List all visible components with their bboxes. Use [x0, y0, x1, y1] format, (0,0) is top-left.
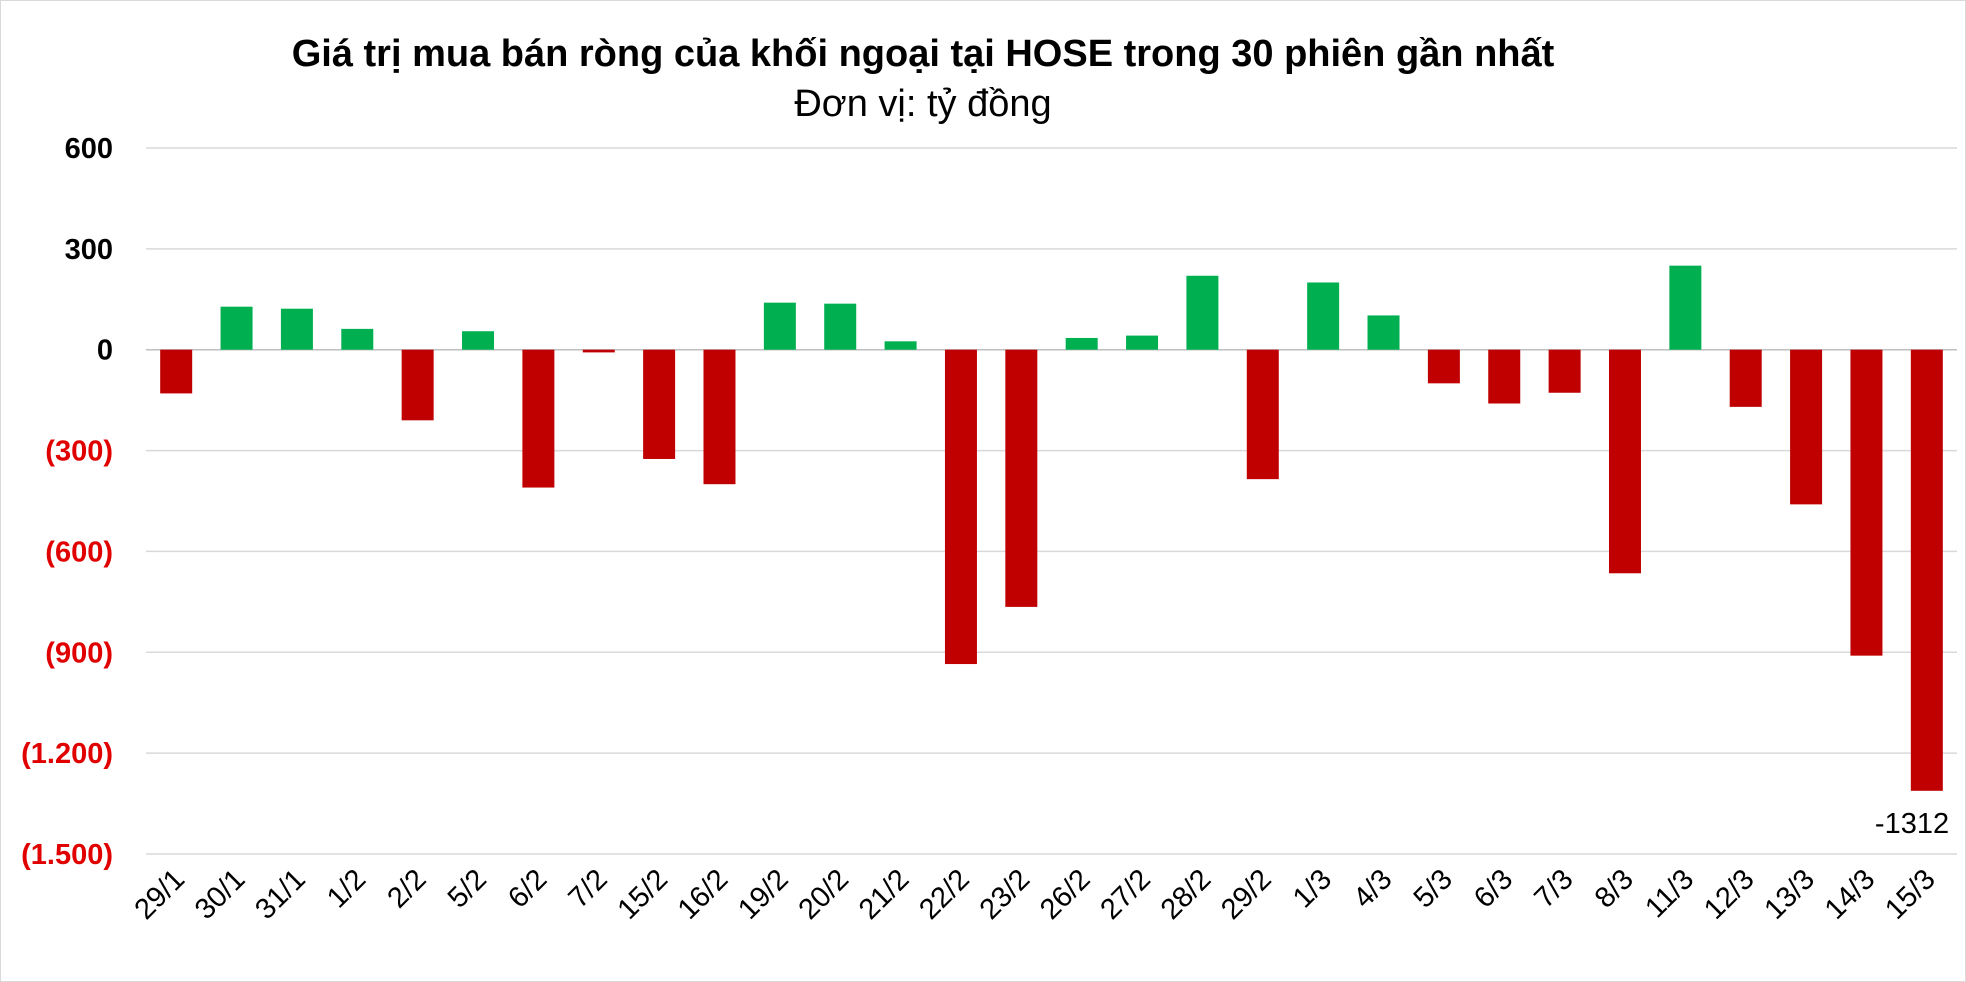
bar-29-2: [1246, 349, 1279, 480]
x-tick-label: 11/3: [1639, 863, 1700, 924]
x-tick-label: 14/3: [1819, 863, 1882, 926]
bar-6-2: [522, 349, 555, 488]
bar-23-2: [1005, 349, 1038, 607]
chart-subtitle: Đơn vị: tỷ đồng: [794, 83, 1051, 125]
bar-2-2: [401, 349, 434, 421]
bar-21-2: [884, 341, 917, 350]
x-tick-label: 1/3: [1287, 863, 1338, 914]
bar-13-3: [1790, 349, 1823, 505]
x-tick-label: 29/2: [1215, 863, 1278, 926]
bar-20-2: [824, 303, 857, 350]
x-tick-label: 4/3: [1347, 863, 1398, 914]
x-tick-label: 23/2: [974, 863, 1037, 926]
bar-15-3: [1910, 349, 1943, 791]
bar-4-3: [1367, 315, 1400, 350]
x-tick-label: 26/2: [1034, 863, 1097, 926]
y-axis-tick-labels: 600 300 0 (300) (600) (900) (1.200) (1.500): [21, 133, 113, 871]
bar-15-2: [643, 349, 676, 459]
x-tick-label: 1/2: [321, 863, 372, 914]
bar-8-3: [1608, 349, 1641, 574]
bar-7-3: [1548, 349, 1581, 393]
bar-29-1: [160, 349, 193, 394]
data-labels: -1312: [1875, 808, 1949, 840]
x-tick-label: 8/3: [1589, 863, 1640, 914]
x-tick-label: 15/3: [1879, 863, 1942, 926]
x-tick-label: 6/2: [502, 863, 553, 914]
bar-12-3: [1729, 349, 1762, 407]
y-tick-label: 0: [97, 335, 113, 367]
bar-11-3: [1669, 265, 1702, 350]
y-tick-label: (900): [45, 637, 113, 669]
x-tick-label: 12/3: [1698, 863, 1761, 926]
bar-27-2: [1126, 335, 1159, 350]
x-tick-label: 15/2: [612, 863, 675, 926]
x-tick-label: 7/3: [1528, 863, 1579, 914]
x-tick-label: 28/2: [1155, 863, 1218, 926]
x-tick-label: 22/2: [913, 863, 976, 926]
bar-26-2: [1065, 337, 1098, 350]
y-tick-label: 600: [65, 133, 113, 165]
x-tick-label: 20/2: [793, 863, 856, 926]
x-tick-label: 30/1: [189, 863, 252, 926]
x-tick-label: 5/2: [442, 863, 493, 914]
gridlines: [146, 147, 1957, 855]
bar-6-3: [1488, 349, 1521, 404]
x-axis-tick-labels: 29/130/131/1 1/2 2/2 5/2 6/2 7/215/216/219/22…: [129, 863, 1942, 926]
x-tick-label: 6/3: [1468, 863, 1519, 914]
data-label: -1312: [1875, 808, 1949, 840]
y-tick-label: (1.500): [21, 839, 113, 871]
x-tick-label: 21/2: [853, 863, 916, 926]
bar-31-1: [280, 308, 313, 350]
y-tick-label: (600): [45, 536, 113, 568]
x-tick-label: 27/2: [1094, 863, 1157, 926]
x-tick-label: 19/2: [732, 863, 795, 926]
x-tick-label: 16/2: [672, 863, 735, 926]
y-tick-label: (300): [45, 436, 113, 468]
bar-5-2: [462, 331, 495, 350]
y-tick-label: 300: [65, 234, 113, 266]
x-tick-label: 29/1: [129, 863, 192, 926]
bar-16-2: [703, 349, 736, 485]
chart-title: Giá trị mua bán ròng của khối ngoại tại …: [292, 33, 1555, 75]
x-tick-label: 13/3: [1758, 863, 1821, 926]
bar-22-2: [944, 349, 977, 665]
bar-14-3: [1850, 349, 1883, 656]
x-tick-label: 2/2: [381, 863, 432, 914]
bar-5-3: [1427, 349, 1460, 384]
bar-19-2: [763, 302, 796, 350]
bars: [160, 265, 1943, 791]
x-tick-label: 5/3: [1408, 863, 1459, 914]
bar-7-2: [582, 349, 615, 353]
y-tick-label: (1.200): [21, 738, 113, 770]
bar-1-2: [341, 328, 374, 350]
bar-30-1: [220, 306, 253, 350]
bar-28-2: [1186, 275, 1219, 350]
x-tick-label: 31/1: [249, 863, 312, 926]
x-tick-label: 7/2: [563, 863, 614, 914]
bar-1-3: [1307, 282, 1340, 350]
